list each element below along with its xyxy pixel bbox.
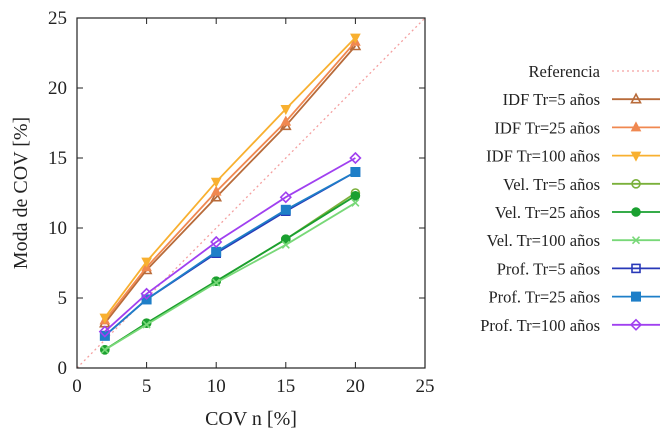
legend-label-5: Vel. Tr=100 años <box>487 231 600 250</box>
y-tick-label-5: 25 <box>48 8 67 29</box>
reference-line <box>76 17 426 369</box>
legend-label-6: Prof. Tr=5 años <box>497 259 600 278</box>
data-point-5-0 <box>100 345 109 354</box>
data-point-5-2 <box>212 278 221 287</box>
x-tick-label-0: 0 <box>72 376 82 397</box>
data-point-8-4 <box>349 151 362 165</box>
y-tick-label-4: 20 <box>48 78 67 99</box>
legend-marker-4 <box>631 207 641 217</box>
legend-label-reference: Referencia <box>529 62 601 81</box>
legend-label-0: IDF Tr=5 años <box>503 90 600 109</box>
series-line-8 <box>104 157 356 333</box>
data-point-2-1 <box>141 257 152 268</box>
plot-frame <box>76 17 426 369</box>
legend-marker-5 <box>631 236 641 245</box>
y-tick-label-0: 0 <box>58 358 68 379</box>
series-line-6 <box>104 171 356 337</box>
legend-label-7: Prof. Tr=25 años <box>488 288 600 307</box>
legend-marker-3 <box>631 179 641 189</box>
y-tick-label-1: 5 <box>58 288 68 309</box>
x-axis-label: COV n [%] <box>205 408 297 430</box>
x-tick-label-4: 20 <box>346 376 365 397</box>
data-point-4-3 <box>281 234 291 244</box>
legend-marker-1 <box>630 121 642 132</box>
y-tick-label-2: 10 <box>48 218 67 239</box>
legend: Referencia IDF Tr=5 años IDF Tr=25 años ID… <box>480 62 660 335</box>
legend-label-8: Prof. Tr=100 años <box>480 316 600 335</box>
data-point-5-4 <box>351 198 360 207</box>
data-point-1-3 <box>280 115 292 126</box>
legend-marker-0 <box>630 92 642 104</box>
data-point-0-2 <box>210 190 223 202</box>
data-point-4-4 <box>350 191 361 201</box>
data-point-7-4 <box>350 167 361 177</box>
x-tick-label-1: 5 <box>142 376 152 397</box>
legend-marker-2 <box>630 151 642 162</box>
series-line-7 <box>104 171 356 337</box>
data-point-2-3 <box>280 105 292 116</box>
legend-marker-6 <box>631 263 641 274</box>
x-tick-label-5: 25 <box>416 376 435 397</box>
series-line-0 <box>104 45 357 324</box>
legend-label-2: IDF Tr=100 años <box>486 147 600 166</box>
data-point-2-0 <box>99 313 111 324</box>
data-point-5-3 <box>281 240 290 249</box>
legend-label-4: Vel. Tr=25 años <box>495 203 600 222</box>
data-point-5-1 <box>142 320 151 329</box>
legend-marker-8 <box>629 318 643 331</box>
y-tick-label-3: 15 <box>48 148 67 169</box>
series-line-1 <box>104 41 357 321</box>
data-point-8-1 <box>140 287 153 300</box>
x-tick-label-2: 10 <box>207 376 226 397</box>
axes: COV n [%] Moda de COV [%] 0 5 10 15 20 25 0 5 10… <box>10 8 435 430</box>
y-axis-label: Moda de COV [%] <box>10 117 32 269</box>
data-point-2-2 <box>210 177 222 188</box>
data-point-8-0 <box>98 325 111 338</box>
legend-label-3: Vel. Tr=5 años <box>503 175 600 194</box>
plot-area <box>76 17 426 369</box>
data-point-1-2 <box>210 185 222 196</box>
legend-label-1: IDF Tr=25 años <box>494 118 600 137</box>
legend-marker-7 <box>631 291 641 302</box>
x-tick-label-3: 15 <box>276 376 295 397</box>
data-point-8-2 <box>210 235 223 249</box>
data-point-2-4 <box>350 33 361 44</box>
data-point-8-3 <box>279 191 292 204</box>
data-point-7-2 <box>211 246 222 257</box>
data-point-7-3 <box>280 204 291 215</box>
